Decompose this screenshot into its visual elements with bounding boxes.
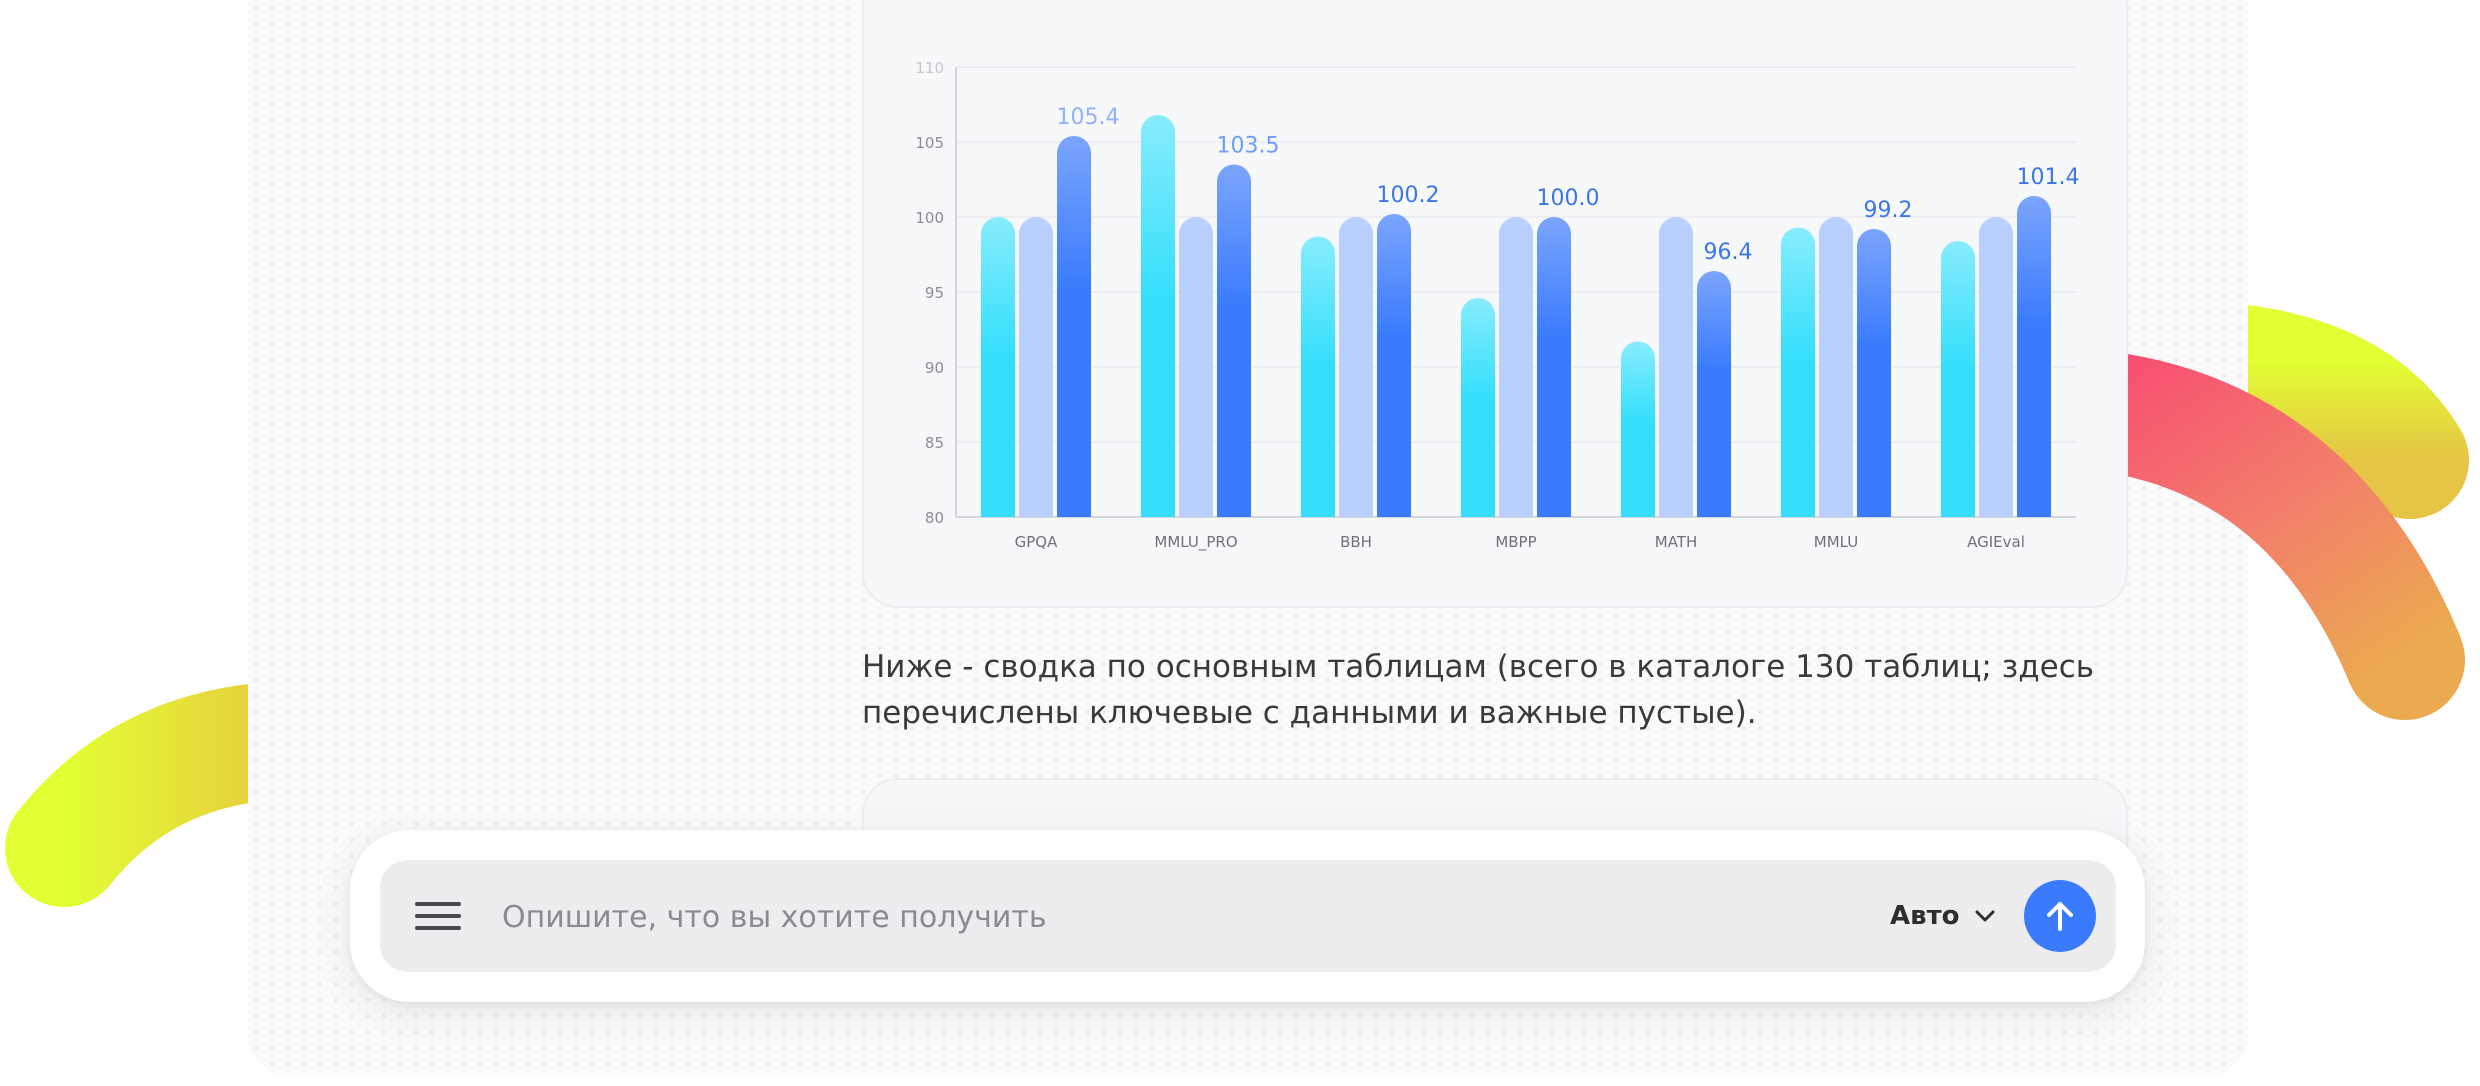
x-tick-label: AGIEval	[1967, 533, 2025, 551]
bar-chart: 80 85 90 95 100 105 110 105.4 GPQA 103.5 MMLU_PRO 1…	[915, 59, 2080, 552]
assistant-message-text: Ниже - сводка по основным таблицам (всег…	[862, 649, 2095, 731]
data-label: 100.2	[1377, 183, 1440, 208]
bar-gpqa-series-2	[1019, 217, 1053, 517]
y-tick-label: 85	[925, 434, 944, 452]
data-label: 103.5	[1217, 134, 1280, 159]
x-tick-label: MMLU_PRO	[1154, 533, 1237, 552]
bar-mmlu-pro-series-1	[1141, 115, 1175, 517]
data-label: 96.4	[1704, 240, 1753, 265]
mode-select[interactable]: Авто	[1890, 886, 1996, 946]
x-tick-label: MBPP	[1495, 533, 1536, 551]
hamburger-icon	[415, 926, 461, 930]
bar-gpqa-series-1	[981, 217, 1015, 517]
bar-bbh-series-1	[1301, 236, 1335, 517]
chart-card: 80 85 90 95 100 105 110 105.4 GPQA 103.5 MMLU_PRO 1…	[862, 0, 2128, 608]
bar-math-series-2	[1659, 217, 1693, 517]
y-tick-label: 80	[925, 509, 944, 527]
bar-math-series-3	[1697, 271, 1731, 517]
bar-bbh-series-3	[1377, 214, 1411, 517]
x-tick-label: MMLU	[1814, 533, 1858, 551]
bar-agieval-series-2	[1979, 217, 2013, 517]
chevron-down-icon	[1975, 910, 1995, 922]
menu-button[interactable]	[410, 890, 466, 942]
y-tick-label: 100	[915, 209, 944, 227]
x-tick-label: GPQA	[1015, 533, 1058, 551]
y-tick-label: 105	[915, 134, 944, 152]
composer-field: Авто	[380, 860, 2116, 972]
x-tick-label: BBH	[1340, 533, 1372, 551]
bar-agieval-series-1	[1941, 241, 1975, 517]
y-tick-label: 90	[925, 359, 944, 377]
bar-mbpp-series-1	[1461, 298, 1495, 517]
bar-gpqa-series-3	[1057, 136, 1091, 517]
bar-bbh-series-2	[1339, 217, 1373, 517]
bar-mmlu-pro-series-2	[1179, 217, 1213, 517]
y-tick-label: 95	[925, 284, 944, 302]
bar-mmlu-pro-series-3	[1217, 164, 1251, 517]
data-label: 99.2	[1864, 198, 1913, 223]
hamburger-icon	[415, 902, 461, 906]
data-label: 105.4	[1057, 105, 1120, 130]
mode-label: Авто	[1890, 901, 1960, 931]
bar-math-series-1	[1621, 341, 1655, 517]
prompt-input[interactable]	[500, 884, 1784, 950]
data-label: 101.4	[2017, 165, 2080, 190]
bar-agieval-series-3	[2017, 196, 2051, 517]
bar-mmlu-series-1	[1781, 227, 1815, 517]
y-tick-label: 110	[915, 59, 944, 77]
arrow-up-icon	[2047, 902, 2073, 931]
send-button[interactable]	[2024, 880, 2096, 952]
message-composer: Авто	[350, 830, 2145, 1002]
bar-mbpp-series-3	[1537, 217, 1571, 517]
data-label: 100.0	[1537, 186, 1600, 211]
hamburger-icon	[415, 914, 461, 918]
bar-mmlu-series-3	[1857, 229, 1891, 517]
x-tick-label: MATH	[1655, 533, 1697, 551]
bar-mbpp-series-2	[1499, 217, 1533, 517]
bar-mmlu-series-2	[1819, 217, 1853, 517]
